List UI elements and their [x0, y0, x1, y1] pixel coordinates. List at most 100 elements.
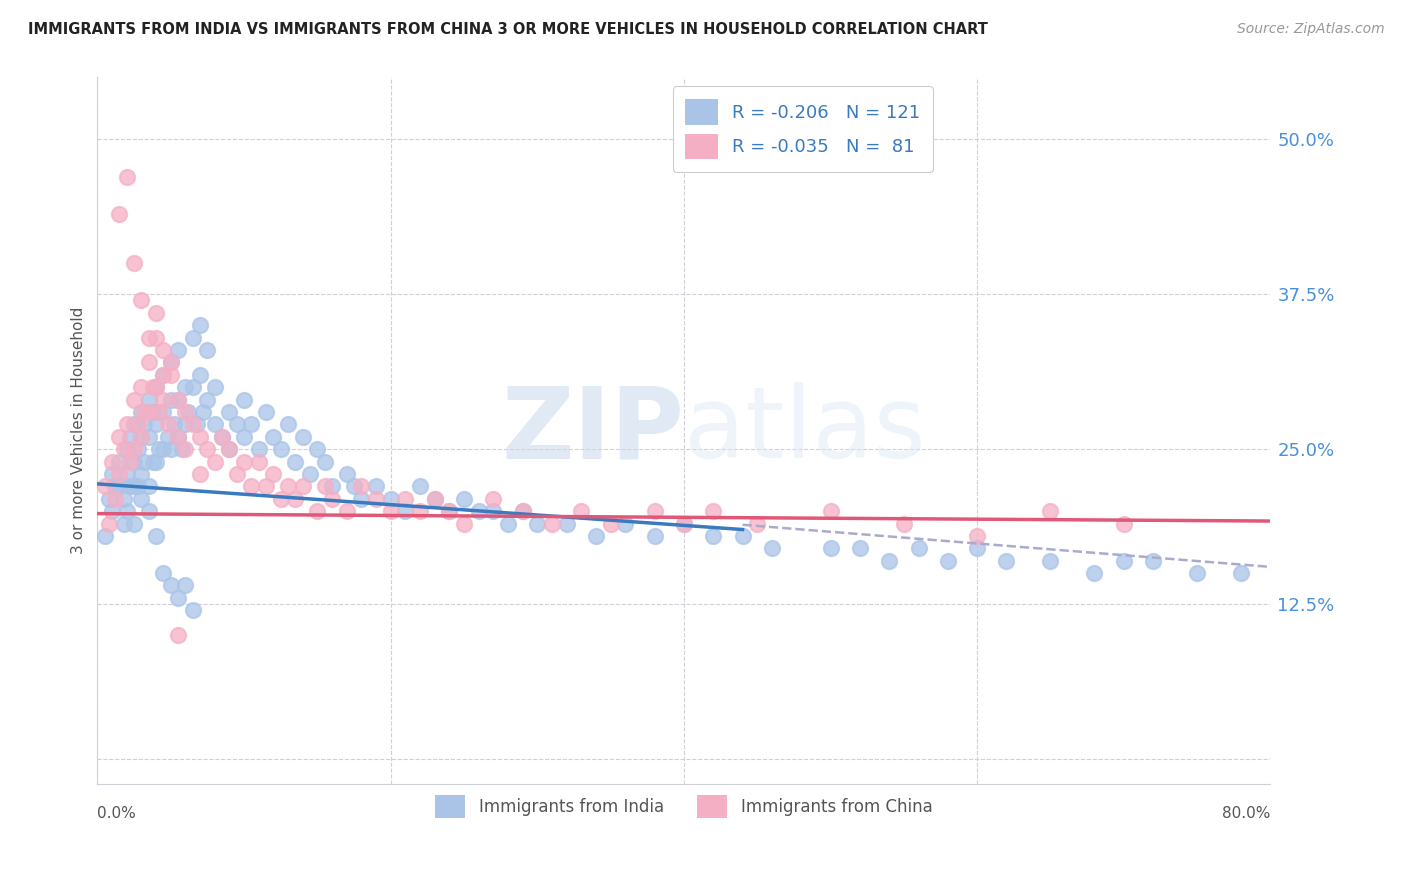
Point	[211, 430, 233, 444]
Text: atlas: atlas	[683, 382, 925, 479]
Point	[270, 442, 292, 457]
Point	[108, 207, 131, 221]
Point	[167, 591, 190, 605]
Point	[409, 479, 432, 493]
Point	[145, 380, 167, 394]
Point	[142, 380, 165, 394]
Point	[1083, 566, 1105, 580]
Point	[159, 355, 181, 369]
Point	[380, 491, 402, 506]
Point	[145, 454, 167, 468]
Point	[409, 504, 432, 518]
Point	[254, 479, 277, 493]
Point	[148, 405, 170, 419]
Point	[298, 467, 321, 481]
Point	[156, 430, 179, 444]
Point	[134, 417, 156, 432]
Point	[98, 491, 121, 506]
Point	[496, 516, 519, 531]
Point	[284, 491, 307, 506]
Point	[1039, 554, 1062, 568]
Point	[820, 541, 842, 556]
Point	[142, 454, 165, 468]
Point	[134, 405, 156, 419]
Point	[131, 405, 153, 419]
Point	[761, 541, 783, 556]
Point	[181, 331, 204, 345]
Point	[291, 430, 314, 444]
Point	[247, 454, 270, 468]
Point	[152, 392, 174, 407]
Legend: Immigrants from India, Immigrants from China: Immigrants from India, Immigrants from C…	[429, 788, 939, 825]
Point	[188, 467, 211, 481]
Point	[307, 442, 329, 457]
Point	[204, 380, 226, 394]
Point	[138, 331, 160, 345]
Point	[599, 516, 621, 531]
Point	[122, 442, 145, 457]
Point	[204, 454, 226, 468]
Point	[115, 169, 138, 184]
Point	[307, 504, 329, 518]
Point	[240, 417, 263, 432]
Point	[148, 442, 170, 457]
Point	[172, 442, 194, 457]
Point	[512, 504, 534, 518]
Point	[152, 405, 174, 419]
Point	[423, 491, 446, 506]
Point	[277, 479, 299, 493]
Point	[167, 343, 190, 357]
Text: ZIP: ZIP	[501, 382, 683, 479]
Point	[156, 417, 179, 432]
Point	[122, 454, 145, 468]
Point	[181, 417, 204, 432]
Point	[453, 491, 475, 506]
Point	[167, 392, 190, 407]
Point	[174, 380, 197, 394]
Point	[966, 529, 988, 543]
Point	[364, 479, 387, 493]
Point	[233, 430, 256, 444]
Point	[314, 454, 336, 468]
Point	[181, 380, 204, 394]
Point	[138, 479, 160, 493]
Point	[512, 504, 534, 518]
Point	[262, 467, 284, 481]
Point	[115, 504, 138, 518]
Point	[188, 318, 211, 333]
Point	[702, 529, 724, 543]
Point	[211, 430, 233, 444]
Text: IMMIGRANTS FROM INDIA VS IMMIGRANTS FROM CHINA 3 OR MORE VEHICLES IN HOUSEHOLD C: IMMIGRANTS FROM INDIA VS IMMIGRANTS FROM…	[28, 22, 988, 37]
Point	[174, 417, 197, 432]
Point	[191, 405, 214, 419]
Point	[439, 504, 461, 518]
Point	[1039, 504, 1062, 518]
Point	[277, 417, 299, 432]
Point	[204, 417, 226, 432]
Text: 0.0%: 0.0%	[97, 806, 136, 821]
Point	[145, 529, 167, 543]
Point	[98, 516, 121, 531]
Point	[380, 504, 402, 518]
Point	[1185, 566, 1208, 580]
Point	[195, 442, 218, 457]
Point	[142, 405, 165, 419]
Point	[167, 430, 190, 444]
Point	[423, 491, 446, 506]
Point	[195, 392, 218, 407]
Point	[101, 504, 124, 518]
Point	[108, 454, 131, 468]
Point	[138, 392, 160, 407]
Point	[159, 368, 181, 382]
Point	[118, 430, 141, 444]
Point	[482, 491, 505, 506]
Point	[127, 479, 149, 493]
Point	[152, 368, 174, 382]
Point	[453, 516, 475, 531]
Point	[152, 442, 174, 457]
Point	[131, 430, 153, 444]
Point	[152, 368, 174, 382]
Point	[167, 392, 190, 407]
Point	[672, 516, 695, 531]
Point	[104, 479, 127, 493]
